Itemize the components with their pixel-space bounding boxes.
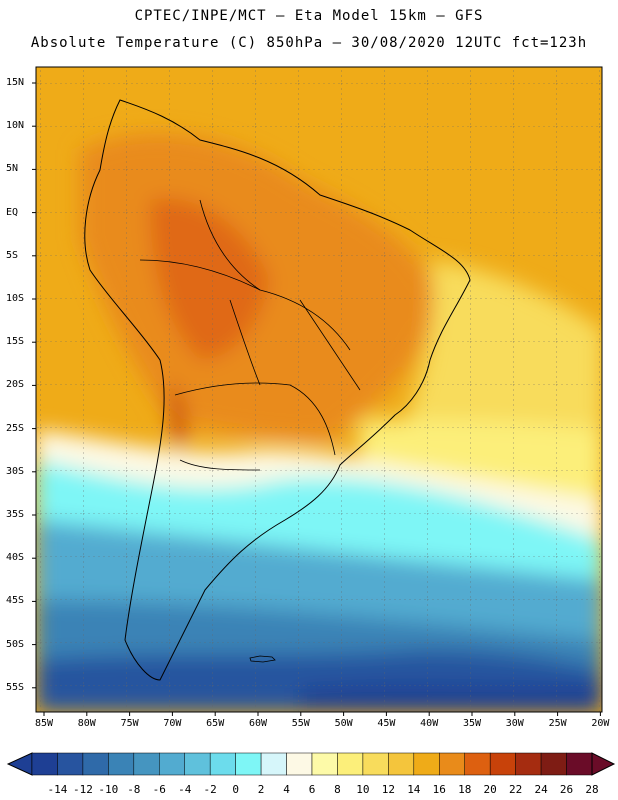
colorbar-swatch xyxy=(108,752,135,776)
colorbar-label: 16 xyxy=(432,783,446,796)
colorbar-swatch xyxy=(82,752,109,776)
latitude-label: 15S xyxy=(6,336,25,348)
latitude-label: 40S xyxy=(6,552,25,564)
latitude-label: 45S xyxy=(6,595,25,607)
longitude-label: 30W xyxy=(505,718,524,729)
latitude-label: 5N xyxy=(6,163,19,175)
axis-ticks xyxy=(32,82,601,716)
falkland-islands xyxy=(249,655,276,663)
colorbar-swatch xyxy=(439,752,465,776)
colorbar-swatch xyxy=(489,752,516,776)
colorbar-label: -14 xyxy=(47,783,68,796)
colorbar-label: 8 xyxy=(334,783,341,796)
colorbar-label: 26 xyxy=(559,783,574,796)
colorbar-swatch xyxy=(515,752,542,776)
colorbar-swatch xyxy=(566,752,593,776)
longitude-label: 40W xyxy=(420,718,439,729)
colorbar-label: 22 xyxy=(509,783,523,796)
colorbar-label: 18 xyxy=(458,783,472,796)
map-subtitle: Absolute Temperature (C) 850hPa — 30/08/… xyxy=(30,35,588,51)
colorbar-swatch xyxy=(311,752,338,776)
map-frame xyxy=(35,66,603,713)
longitude-label: 85W xyxy=(34,718,54,729)
latitude-label: 30S xyxy=(6,465,25,477)
longitude-label: 35W xyxy=(462,718,482,729)
colorbar-swatch xyxy=(235,752,262,776)
longitude-label: 50W xyxy=(334,718,353,729)
colorbar-label: 2 xyxy=(257,783,265,796)
colorbar-swatch xyxy=(57,752,84,776)
colorbar-swatch xyxy=(159,752,185,776)
latitude-label: 10N xyxy=(6,120,25,132)
colorbar-label: 10 xyxy=(356,783,370,796)
colorbar-label: 0 xyxy=(232,783,239,796)
colorbar-label: -10 xyxy=(98,783,119,796)
latitude-label: 20S xyxy=(6,379,25,391)
colorbar-label: -12 xyxy=(72,783,93,796)
colorbar-label: 20 xyxy=(483,783,497,796)
latitude-label: 35S xyxy=(6,509,25,520)
temperature-field xyxy=(36,67,602,712)
longitude-label: 75W xyxy=(120,718,139,729)
latitude-label: 50S xyxy=(6,638,25,650)
colorbar-swatch xyxy=(286,752,313,776)
longitude-label: 20W xyxy=(591,718,610,729)
latitude-label: 5S xyxy=(6,249,19,261)
longitude-label: 25W xyxy=(548,718,567,729)
colorbar-swatch xyxy=(413,752,440,776)
latitude-label: 25S xyxy=(6,422,25,434)
colorbar-swatch xyxy=(464,752,491,776)
latitude-label: 55S xyxy=(6,681,25,693)
map-title: CPTEC/INPE/MCT — Eta Model 15km — GFS xyxy=(134,8,484,24)
colorbar-swatch xyxy=(388,752,415,776)
colorbar-swatch xyxy=(362,752,389,776)
colorbar-label: 14 xyxy=(407,783,421,796)
longitude-label: 60W xyxy=(248,718,268,729)
colorbar-swatch xyxy=(31,752,58,776)
latitude-label: 15N xyxy=(6,77,25,88)
colorbar-max-arrow xyxy=(591,752,616,776)
longitude-label: 80W xyxy=(77,718,96,729)
longitude-label: 65W xyxy=(206,718,225,729)
colorbar-label: 28 xyxy=(585,783,599,796)
colorbar-min-arrow xyxy=(6,752,33,776)
colorbar-label: 4 xyxy=(283,783,290,796)
colorbar-swatch xyxy=(133,752,160,776)
colorbar-label: 12 xyxy=(381,783,395,796)
latitude-label: EQ xyxy=(6,206,19,218)
colorbar-label: -6 xyxy=(152,783,166,796)
longitude-label: 70W xyxy=(163,718,182,729)
country-borders xyxy=(139,199,361,471)
colorbar-swatch xyxy=(540,752,567,776)
colorbar xyxy=(6,752,616,776)
colorbar-swatch xyxy=(337,752,364,776)
longitude-label: 55W xyxy=(291,718,310,729)
latitude-label: 10S xyxy=(6,293,25,304)
colorbar-swatch xyxy=(260,752,287,776)
colorbar-label: -2 xyxy=(203,783,217,796)
south-america-outline xyxy=(84,99,471,681)
colorbar-label: -4 xyxy=(178,783,192,796)
colorbar-swatch xyxy=(184,752,211,776)
colorbar-label: 6 xyxy=(308,783,316,796)
colorbar-swatch xyxy=(209,752,236,776)
colorbar-label: 24 xyxy=(534,783,548,796)
colorbar-label: -8 xyxy=(127,783,141,796)
longitude-label: 45W xyxy=(377,718,396,729)
